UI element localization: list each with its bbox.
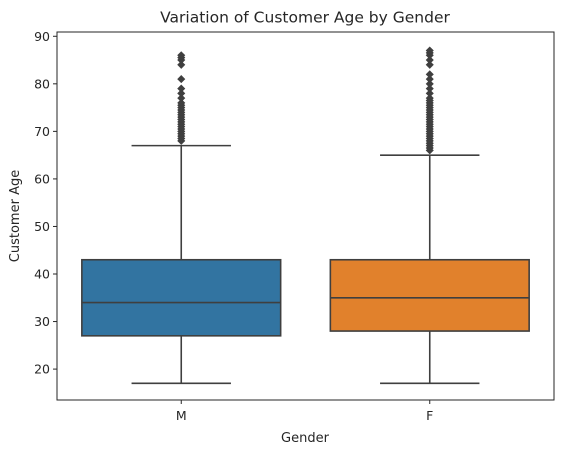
y-tick-label: 70 <box>34 124 50 139</box>
y-tick-label: 50 <box>34 219 50 234</box>
outlier-point <box>425 89 434 98</box>
outlier-point <box>177 60 186 69</box>
box-iqr <box>329 258 530 332</box>
y-tick-label: 30 <box>34 314 50 329</box>
outlier-point <box>425 79 434 88</box>
outlier-point <box>425 75 434 84</box>
chart-title: Variation of Customer Age by Gender <box>160 9 450 27</box>
outlier-point <box>177 84 186 93</box>
outlier-point <box>177 75 186 84</box>
outlier-point <box>177 89 186 98</box>
y-axis-title: Customer Age <box>8 170 23 262</box>
outlier-point <box>177 94 186 103</box>
plot-area <box>81 46 530 385</box>
box-group-m <box>81 51 282 385</box>
x-axis-title: Gender <box>281 431 330 446</box>
axes-frame <box>56 31 555 401</box>
outlier-point <box>425 60 434 69</box>
y-axis: 20 30 40 50 60 70 80 90 <box>34 29 57 377</box>
box-group-f <box>329 46 530 385</box>
outlier-point <box>425 46 434 55</box>
y-tick-label: 80 <box>34 76 50 91</box>
box-iqr <box>81 258 282 337</box>
outlier-point <box>425 56 434 65</box>
outlier-point <box>425 94 434 103</box>
y-tick-label: 60 <box>34 171 50 186</box>
y-tick-label: 40 <box>34 267 50 282</box>
y-tick-label: 20 <box>34 362 50 377</box>
outlier-point <box>177 98 186 107</box>
outlier-point <box>425 84 434 93</box>
outlier-point <box>425 70 434 79</box>
x-tick-label: F <box>426 408 433 423</box>
outlier-point <box>177 51 186 60</box>
x-tick-label: M <box>176 408 187 423</box>
y-tick-label: 90 <box>34 29 50 44</box>
